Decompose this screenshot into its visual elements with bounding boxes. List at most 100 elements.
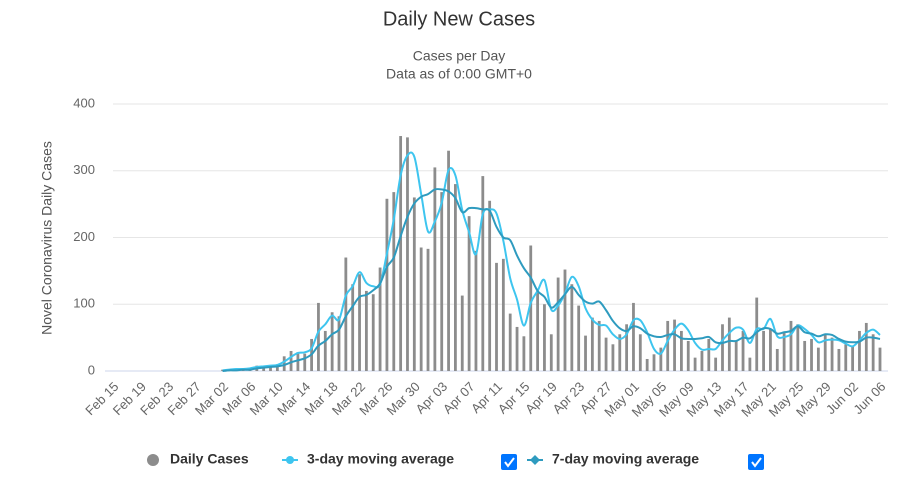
checkbox-box: [748, 454, 764, 470]
checkbox-tick: [751, 457, 762, 468]
y-axis-label: Novel Coronavirus Daily Cases: [39, 141, 55, 335]
bar: [549, 334, 553, 371]
legend-marker: [147, 454, 159, 466]
bar: [686, 340, 690, 371]
checkbox-box: [501, 454, 517, 470]
legend-item: Daily Cases: [147, 451, 249, 467]
bar: [508, 313, 512, 371]
bar: [625, 324, 629, 371]
legend-item: 3-day moving average: [282, 451, 454, 467]
bar: [317, 302, 320, 371]
bar: [556, 277, 560, 371]
bar: [440, 192, 444, 371]
bar: [454, 184, 457, 371]
bar: [467, 216, 471, 371]
bar: [666, 320, 670, 371]
bar: [330, 312, 334, 371]
bar: [762, 330, 765, 371]
legend-checkbox[interactable]: [748, 454, 764, 470]
bar: [570, 284, 574, 371]
chart-title: Daily New Cases: [383, 8, 535, 30]
bar: [796, 324, 800, 371]
bar: [638, 334, 642, 371]
bar: [385, 198, 389, 371]
bar: [700, 350, 704, 371]
bar: [344, 257, 348, 371]
bar: [392, 192, 396, 371]
bar: [282, 356, 286, 371]
bar: [296, 352, 300, 371]
bar: [522, 336, 526, 371]
y-tick-label: 200: [73, 229, 95, 244]
bar: [584, 335, 587, 371]
bar: [632, 302, 635, 371]
bar: [536, 290, 539, 371]
bar: [412, 197, 416, 371]
legend-label: 3-day moving average: [307, 451, 454, 467]
bar: [460, 295, 464, 371]
bar: [563, 269, 567, 371]
legend-marker: [286, 456, 294, 464]
bar: [748, 357, 752, 371]
bar: [844, 344, 848, 371]
bar: [323, 330, 327, 371]
bar: [433, 167, 437, 371]
bar: [351, 284, 355, 371]
bar: [803, 340, 807, 371]
bar: [864, 322, 868, 371]
bar: [399, 136, 403, 371]
bar: [426, 248, 430, 371]
bar: [714, 357, 718, 371]
bar: [618, 334, 622, 371]
bar: [577, 305, 581, 371]
bar: [769, 328, 772, 371]
bar: [830, 337, 834, 371]
checkbox-tick: [504, 457, 515, 468]
x-tick-label: Apr 07: [440, 379, 478, 417]
bar: [878, 347, 882, 371]
bar: [529, 245, 533, 371]
bar: [782, 332, 786, 371]
bar: [378, 267, 382, 371]
bar: [590, 317, 594, 371]
bar: [680, 330, 683, 371]
bar: [419, 247, 423, 371]
bar: [371, 294, 375, 371]
bar: [364, 290, 368, 371]
bar: [734, 340, 738, 371]
bar: [495, 262, 498, 371]
bar: [597, 320, 601, 371]
chart-subtitle: Cases per Day: [413, 48, 506, 64]
chart-subtitle: Data as of 0:00 GMT+0: [386, 66, 532, 82]
bar: [543, 304, 546, 371]
bar: [652, 354, 656, 371]
bar: [810, 338, 813, 371]
bar: [659, 347, 663, 371]
legend-checkbox[interactable]: [501, 454, 517, 470]
legend-label: Daily Cases: [170, 451, 249, 467]
bar: [673, 319, 676, 371]
bar: [406, 137, 409, 371]
line: [222, 188, 881, 372]
legend-marker: [530, 455, 540, 465]
bar: [337, 316, 341, 371]
bar: [515, 326, 519, 371]
y-tick-label: 400: [73, 95, 95, 110]
legend-label: 7-day moving average: [552, 451, 699, 467]
bar: [447, 150, 450, 371]
line: [222, 151, 881, 372]
bar: [501, 258, 505, 371]
bar: [481, 176, 485, 371]
bar: [474, 250, 478, 371]
bar: [871, 334, 875, 371]
y-tick-label: 100: [73, 296, 95, 311]
bar: [789, 320, 793, 371]
bar: [693, 357, 697, 371]
bar: [775, 348, 779, 371]
bar: [358, 274, 361, 371]
bar: [488, 200, 492, 371]
bar: [604, 337, 608, 371]
bar: [275, 364, 279, 371]
bar: [727, 317, 731, 371]
